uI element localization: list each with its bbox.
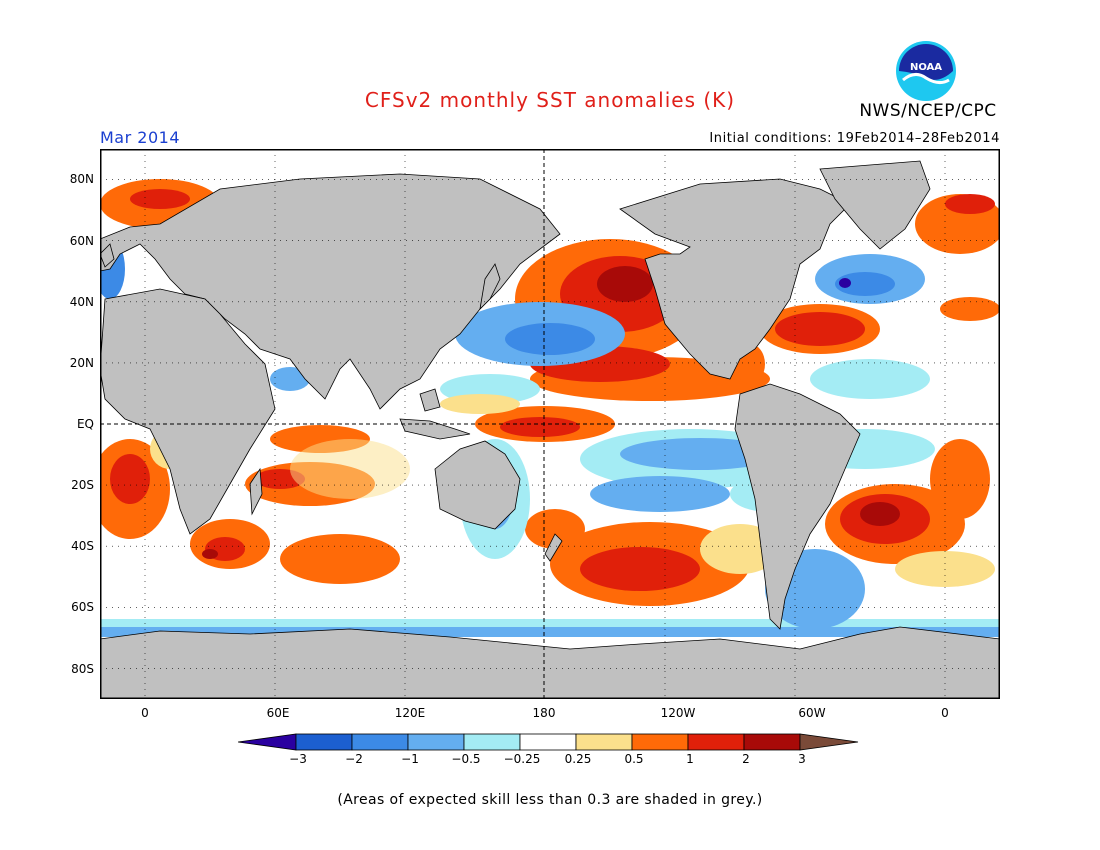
lat-label: 60S bbox=[71, 600, 94, 614]
lon-label: 180 bbox=[532, 706, 556, 720]
colorbar-label: 1 bbox=[686, 752, 694, 766]
graticule bbox=[100, 149, 1000, 699]
lon-label: 60W bbox=[798, 706, 826, 720]
colorbar-bin bbox=[238, 733, 297, 751]
lat-label: 20N bbox=[69, 356, 94, 370]
colorbar-label: −0.5 bbox=[451, 752, 481, 766]
lon-label: 120W bbox=[660, 706, 696, 720]
map-frame bbox=[100, 149, 1000, 699]
lat-label: 40S bbox=[71, 539, 94, 553]
lon-label: 0 bbox=[141, 706, 149, 720]
map-title: CFSv2 monthly SST anomalies (K) bbox=[364, 88, 736, 112]
landmass-south-america bbox=[734, 383, 861, 630]
colorbar-label: 3 bbox=[798, 752, 806, 766]
center-name: NWS/NCEP/CPC bbox=[859, 101, 997, 121]
landmass-eurasia bbox=[100, 173, 561, 410]
colorbar bbox=[238, 733, 859, 751]
colorbar-label: 0.5 bbox=[624, 752, 644, 766]
colorbar-label: −2 bbox=[345, 752, 363, 766]
landmass-antarctica bbox=[100, 626, 1000, 699]
colorbar-label: −1 bbox=[401, 752, 419, 766]
colorbar-label: 0.25 bbox=[564, 752, 592, 766]
initial-conditions: Initial conditions: 19Feb2014–28Feb2014 bbox=[709, 131, 1000, 146]
noaa-logo: NOAA bbox=[896, 41, 956, 101]
landmass-borneo bbox=[419, 388, 441, 412]
lat-label: 20S bbox=[71, 478, 94, 492]
colorbar-label: 2 bbox=[742, 752, 750, 766]
landmass-greenland bbox=[819, 160, 931, 250]
colorbar-bin bbox=[463, 733, 521, 751]
colorbar-label: −3 bbox=[289, 752, 307, 766]
skill-note: (Areas of expected skill less than 0.3 a… bbox=[337, 792, 763, 808]
lat-label: 80S bbox=[71, 662, 94, 676]
lon-label: 60E bbox=[266, 706, 290, 720]
colorbar-bin bbox=[407, 733, 465, 751]
colorbar-label: −0.25 bbox=[503, 752, 541, 766]
lon-label: 120E bbox=[394, 706, 426, 720]
colorbar-bin bbox=[295, 733, 353, 751]
colorbar-bin bbox=[743, 733, 801, 751]
colorbar-bin bbox=[631, 733, 689, 751]
colorbar-bin bbox=[687, 733, 745, 751]
noaa-logo-text: NOAA bbox=[910, 62, 942, 73]
lat-label: 80N bbox=[69, 172, 94, 186]
target-month: Mar 2014 bbox=[100, 128, 180, 147]
colorbar-bin bbox=[519, 733, 577, 751]
colorbar-bin bbox=[575, 733, 633, 751]
landmass-new-zealand bbox=[544, 533, 563, 562]
lat-label: EQ bbox=[76, 417, 94, 431]
lat-label: 40N bbox=[69, 295, 94, 309]
lat-label: 60N bbox=[69, 234, 94, 248]
colorbar-bin bbox=[799, 733, 859, 751]
landmass-australia bbox=[434, 440, 521, 530]
landmass-britain bbox=[100, 243, 115, 268]
landmass-madagascar bbox=[249, 467, 263, 516]
colorbar-bin bbox=[351, 733, 409, 751]
continents bbox=[100, 160, 1000, 699]
sst-anomaly-map bbox=[100, 149, 1000, 699]
lon-label: 0 bbox=[941, 706, 949, 720]
landmass-africa bbox=[100, 288, 276, 535]
landmass-japan bbox=[479, 263, 501, 311]
